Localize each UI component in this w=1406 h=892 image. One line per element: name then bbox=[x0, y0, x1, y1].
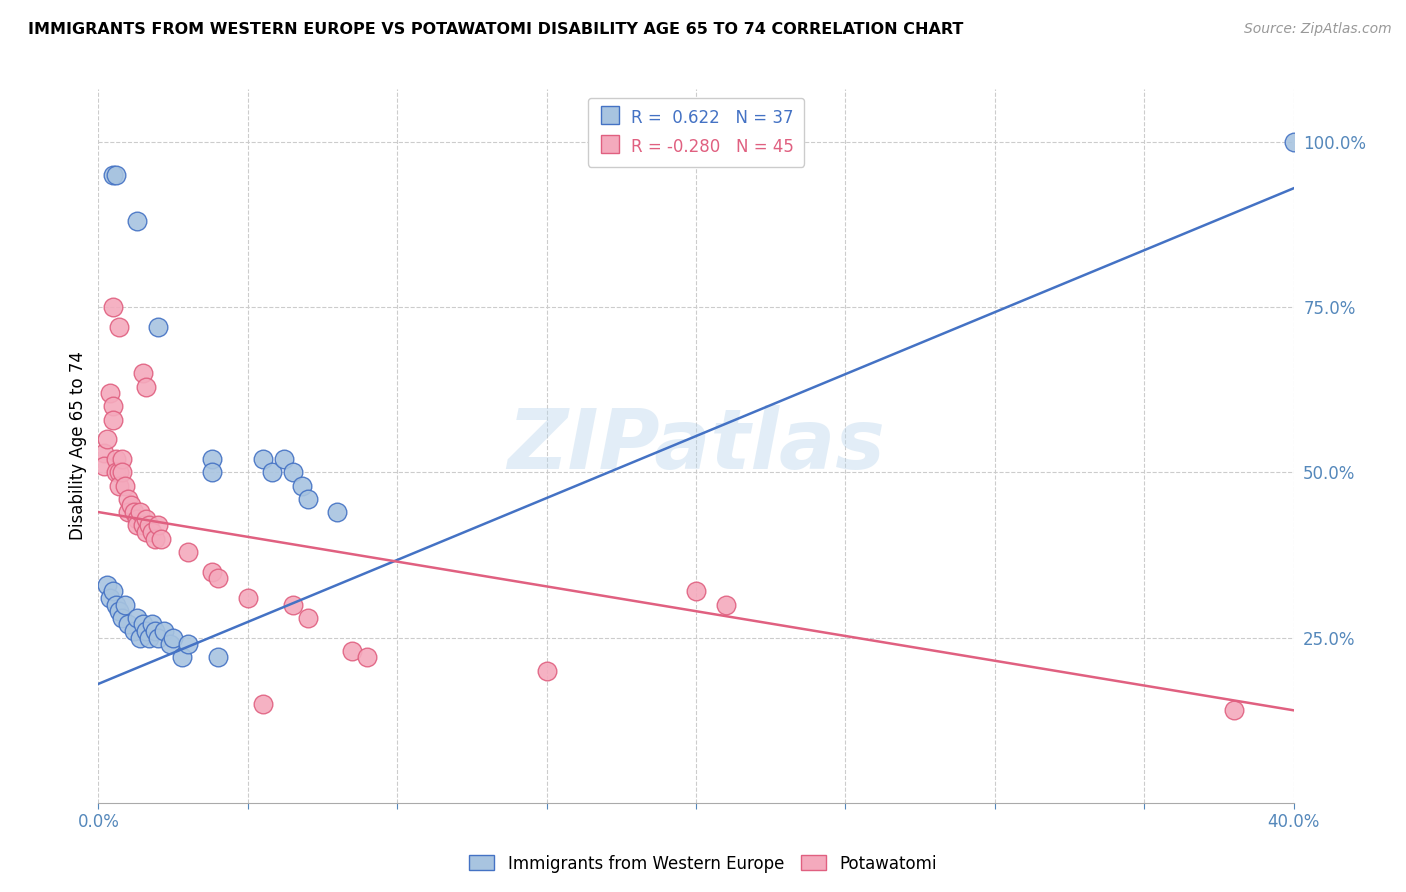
Point bbox=[120, 499, 142, 513]
Point bbox=[132, 367, 155, 381]
Legend: Immigrants from Western Europe, Potawatomi: Immigrants from Western Europe, Potawato… bbox=[463, 848, 943, 880]
Point bbox=[159, 637, 181, 651]
Point bbox=[132, 518, 155, 533]
Point bbox=[117, 505, 139, 519]
Point bbox=[93, 445, 115, 459]
Point bbox=[105, 452, 128, 467]
Point bbox=[108, 320, 131, 334]
Point bbox=[135, 511, 157, 525]
Point bbox=[236, 591, 259, 605]
Point bbox=[96, 578, 118, 592]
Point bbox=[297, 491, 319, 506]
Point bbox=[207, 650, 229, 665]
Point bbox=[685, 584, 707, 599]
Point bbox=[148, 320, 170, 334]
Point bbox=[148, 631, 170, 645]
Point bbox=[117, 617, 139, 632]
Point bbox=[108, 478, 131, 492]
Point bbox=[143, 532, 166, 546]
Point bbox=[162, 631, 184, 645]
Point bbox=[201, 452, 224, 467]
Point bbox=[252, 452, 274, 467]
Point bbox=[117, 491, 139, 506]
Point bbox=[326, 505, 349, 519]
Point bbox=[108, 466, 131, 480]
Point bbox=[135, 624, 157, 638]
Point bbox=[356, 650, 378, 665]
Point bbox=[127, 214, 149, 228]
Point bbox=[138, 631, 160, 645]
Point bbox=[132, 617, 155, 632]
Point bbox=[103, 168, 125, 182]
Point bbox=[297, 611, 319, 625]
Point bbox=[172, 650, 194, 665]
Point bbox=[114, 478, 136, 492]
Point bbox=[103, 412, 125, 426]
Point bbox=[111, 611, 134, 625]
Point bbox=[124, 624, 146, 638]
Point bbox=[129, 505, 152, 519]
Point bbox=[105, 598, 128, 612]
Point bbox=[252, 697, 274, 711]
Point bbox=[273, 452, 295, 467]
Point bbox=[281, 598, 304, 612]
Point bbox=[1223, 703, 1246, 717]
Point bbox=[127, 518, 149, 533]
Point bbox=[93, 458, 115, 473]
Point bbox=[714, 598, 737, 612]
Point bbox=[135, 524, 157, 539]
Text: IMMIGRANTS FROM WESTERN EUROPE VS POTAWATOMI DISABILITY AGE 65 TO 74 CORRELATION: IMMIGRANTS FROM WESTERN EUROPE VS POTAWA… bbox=[28, 22, 963, 37]
Point bbox=[141, 524, 163, 539]
Point bbox=[103, 584, 125, 599]
Point bbox=[135, 379, 157, 393]
Point bbox=[153, 624, 176, 638]
Point bbox=[108, 604, 131, 618]
Point bbox=[201, 565, 224, 579]
Point bbox=[150, 532, 173, 546]
Point bbox=[129, 631, 152, 645]
Point bbox=[105, 466, 128, 480]
Point bbox=[281, 466, 304, 480]
Text: Source: ZipAtlas.com: Source: ZipAtlas.com bbox=[1244, 22, 1392, 37]
Point bbox=[105, 168, 128, 182]
Point bbox=[536, 664, 558, 678]
Point bbox=[103, 400, 125, 414]
Point bbox=[111, 452, 134, 467]
Point bbox=[141, 617, 163, 632]
Point bbox=[127, 511, 149, 525]
Point bbox=[201, 466, 224, 480]
Point bbox=[177, 545, 200, 559]
Point bbox=[138, 518, 160, 533]
Point bbox=[127, 611, 149, 625]
Point bbox=[342, 644, 364, 658]
Point bbox=[177, 637, 200, 651]
Point bbox=[100, 591, 122, 605]
Point bbox=[291, 478, 314, 492]
Point bbox=[207, 571, 229, 585]
Y-axis label: Disability Age 65 to 74: Disability Age 65 to 74 bbox=[69, 351, 87, 541]
Point bbox=[143, 624, 166, 638]
Point bbox=[96, 433, 118, 447]
Legend: R =  0.622   N = 37, R = -0.280   N = 45: R = 0.622 N = 37, R = -0.280 N = 45 bbox=[588, 97, 804, 167]
Point bbox=[111, 466, 134, 480]
Point bbox=[114, 598, 136, 612]
Point bbox=[103, 300, 125, 314]
Point bbox=[124, 505, 146, 519]
Point bbox=[148, 518, 170, 533]
Point bbox=[1282, 135, 1305, 149]
Text: ZIPatlas: ZIPatlas bbox=[508, 406, 884, 486]
Point bbox=[100, 386, 122, 401]
Point bbox=[260, 466, 283, 480]
